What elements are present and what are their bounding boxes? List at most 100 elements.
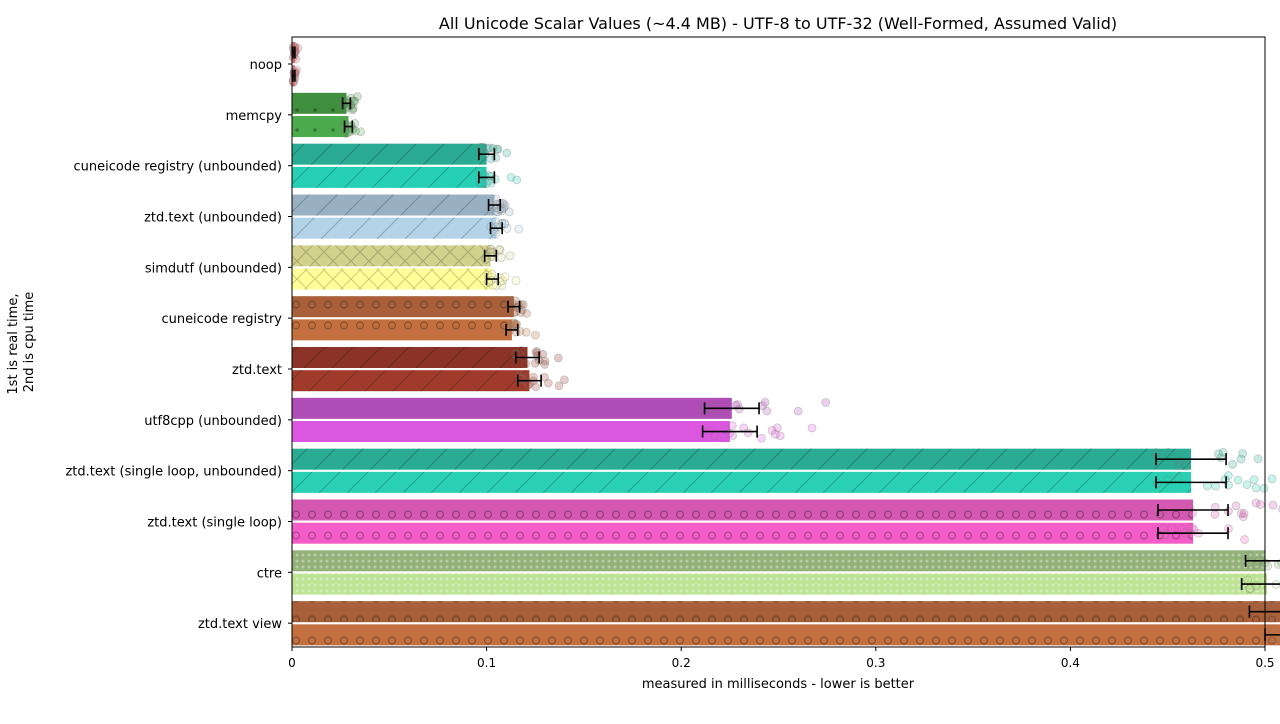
chart-title: All Unicode Scalar Values (~4.4 MB) - UT…: [439, 14, 1117, 33]
y-tick-label-6: ztd.text: [232, 363, 282, 378]
sample-point-real-4-13: [496, 253, 506, 263]
sample-point-real-7-6: [731, 400, 741, 410]
y-tick-label-7: utf8cpp (unbounded): [144, 414, 282, 429]
sample-point-real-8-11: [1214, 449, 1223, 459]
sample-point-real-6-13: [553, 353, 563, 363]
x-tick-label-2: 0.2: [672, 656, 691, 670]
sample-point-real-10-11: [1245, 558, 1255, 568]
sample-point-real-11-2: [1274, 601, 1280, 611]
y-tick-label-11: ztd.text view: [198, 617, 282, 632]
sample-point-cpu-8-6: [1202, 481, 1212, 491]
sample-point-cpu-1-2: [343, 128, 352, 138]
sample-point-real-2-7: [479, 146, 489, 156]
sample-point-real-7-12: [793, 406, 803, 416]
y-tick-label-1: memcpy: [226, 109, 283, 124]
sample-point-cpu-6-12: [559, 375, 569, 385]
bar-hatch-cpu-4: [292, 268, 493, 290]
y-tick-label-0: noop: [250, 58, 282, 73]
y-axis-label: 1st is real time, 2nd is cpu time: [6, 289, 37, 394]
sample-point-real-9-8: [1239, 509, 1249, 518]
sample-point-real-9-13: [1268, 500, 1278, 510]
y-tick-label-2: cuneicode registry (unbounded): [74, 160, 283, 175]
sample-point-cpu-8-9: [1173, 473, 1183, 483]
sample-point-real-3-12: [497, 198, 507, 208]
sample-point-cpu-1-4: [346, 121, 356, 131]
sample-point-real-1-12: [353, 92, 362, 102]
sample-point-cpu-2-13: [512, 175, 522, 185]
sample-point-cpu-10-11: [1251, 581, 1261, 591]
sample-point-real-9-4: [1188, 508, 1197, 518]
sample-point-cpu-10-2: [1243, 575, 1253, 585]
sample-point-real-4-9: [494, 244, 504, 254]
bar-hatch-cpu-10: [292, 573, 1267, 595]
bar-hatch-real-10: [292, 550, 1265, 572]
sample-point-real-6-1: [540, 360, 550, 369]
sample-point-real-1-2: [349, 96, 358, 106]
sample-point-real-2-9: [477, 142, 487, 152]
sample-point-real-8-1: [1175, 457, 1184, 467]
scatter-layer: [288, 41, 1280, 646]
sample-point-cpu-8-0: [1152, 478, 1162, 488]
sample-point-cpu-6-0: [531, 382, 541, 392]
sample-point-real-2-0: [477, 143, 487, 153]
sample-point-cpu-8-3: [1242, 480, 1252, 490]
sample-point-real-1-13: [350, 96, 360, 106]
sample-point-real-8-13: [1236, 454, 1246, 464]
sample-point-cpu-9-10: [1240, 535, 1249, 544]
sample-point-cpu-1-5: [340, 129, 350, 138]
y-tick-label-3: ztd.text (unbounded): [144, 211, 282, 226]
sample-point-real-9-7: [1236, 509, 1246, 518]
sample-point-cpu-2-12: [506, 172, 516, 182]
sample-point-real-8-3: [1238, 449, 1248, 458]
sample-point-real-3-13: [504, 207, 514, 217]
bar-hatch-cpu-11: [292, 624, 1280, 646]
sample-point-cpu-3-3: [491, 217, 501, 226]
sample-point-real-9-11: [1255, 500, 1265, 510]
sample-point-real-4-7: [486, 244, 496, 254]
sample-point-real-6-7: [521, 359, 531, 369]
y-axis-label-line-2: 2nd is cpu time: [22, 292, 37, 393]
sample-point-real-3-9: [497, 204, 506, 214]
y-tick-label-5: cuneicode registry: [161, 312, 282, 327]
sample-point-cpu-7-11: [739, 423, 749, 433]
bars-layer: [292, 42, 1280, 646]
sample-point-cpu-3-12: [514, 224, 524, 234]
sample-point-real-8-12: [1253, 454, 1263, 464]
bar-hatch-real-8: [292, 448, 1192, 470]
sample-point-cpu-7-3: [770, 429, 780, 439]
x-axis: 0 0.1 0.2 0.3 0.4 0.5: [288, 647, 1275, 670]
sample-point-real-7-3: [715, 407, 725, 416]
sample-point-real-6-2: [540, 356, 550, 366]
sample-point-real-6-0: [516, 346, 526, 355]
sample-point-real-10-8: [1263, 561, 1273, 571]
x-tick-label-1: 0.1: [477, 656, 496, 670]
bar-hatch-real-4: [292, 245, 491, 267]
sample-point-cpu-7-4: [767, 425, 777, 435]
sample-point-cpu-4-1: [488, 280, 498, 290]
sample-point-real-6-12: [538, 349, 548, 359]
sample-point-real-10-1: [1244, 551, 1253, 560]
sample-point-cpu-7-8: [725, 428, 734, 438]
sample-point-real-11-9: [1266, 602, 1275, 612]
y-axis: noop memcpy cuneicode registry (unbounded)…: [65, 58, 292, 632]
sample-point-real-4-12: [505, 251, 515, 261]
sample-point-real-7-13: [821, 398, 831, 407]
sample-point-real-5-13: [522, 308, 532, 318]
sample-point-real-0-13: [293, 43, 303, 53]
sample-point-cpu-8-10: [1220, 475, 1230, 484]
sample-point-real-8-4: [1163, 447, 1173, 457]
sample-point-real-9-3: [1231, 501, 1241, 511]
sample-point-cpu-11-1: [1269, 626, 1279, 635]
sample-point-real-6-8: [531, 348, 541, 357]
sample-point-cpu-3-4: [502, 224, 512, 233]
sample-point-real-2-4: [485, 143, 495, 153]
sample-point-cpu-2-1: [481, 178, 491, 188]
bar-real-7: [292, 397, 732, 419]
sample-point-cpu-2-10: [486, 171, 496, 181]
sample-point-real-4-11: [486, 247, 495, 257]
bar-hatch-real-3: [292, 194, 495, 216]
sample-point-real-7-5: [760, 397, 770, 407]
sample-point-cpu-9-9: [1160, 530, 1169, 540]
sample-point-cpu-6-8: [543, 378, 553, 388]
